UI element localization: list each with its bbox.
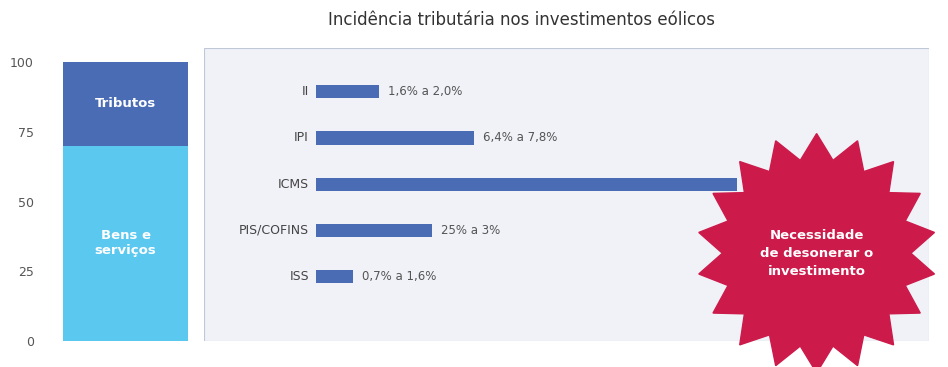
Bar	[317, 131, 474, 145]
FancyBboxPatch shape	[204, 48, 929, 341]
Text: IPI: IPI	[294, 131, 309, 145]
Text: PIS/COFINS: PIS/COFINS	[239, 224, 309, 237]
Text: Bens e
serviços: Bens e serviços	[95, 229, 156, 257]
Bar	[64, 146, 188, 341]
Bar	[317, 270, 353, 283]
Polygon shape	[699, 134, 935, 367]
Text: 13,6% a 17%: 13,6% a 17%	[745, 178, 824, 191]
Bar	[317, 178, 737, 191]
Bar	[317, 224, 432, 237]
Text: Incidência tributária nos investimentos eólicos: Incidência tributária nos investimentos …	[328, 11, 715, 29]
Text: Tributos: Tributos	[95, 97, 156, 110]
Text: 25% a 3%: 25% a 3%	[441, 224, 500, 237]
Bar	[317, 85, 379, 98]
Text: ISS: ISS	[289, 270, 309, 283]
Bar	[64, 62, 188, 146]
Text: ICMS: ICMS	[278, 178, 309, 191]
Text: Necessidade
de desonerar o
investimento: Necessidade de desonerar o investimento	[760, 229, 873, 278]
Text: 6,4% a 7,8%: 6,4% a 7,8%	[483, 131, 557, 145]
Text: II: II	[301, 85, 309, 98]
Text: 0,7% a 1,6%: 0,7% a 1,6%	[362, 270, 436, 283]
Text: 1,6% a 2,0%: 1,6% a 2,0%	[388, 85, 463, 98]
